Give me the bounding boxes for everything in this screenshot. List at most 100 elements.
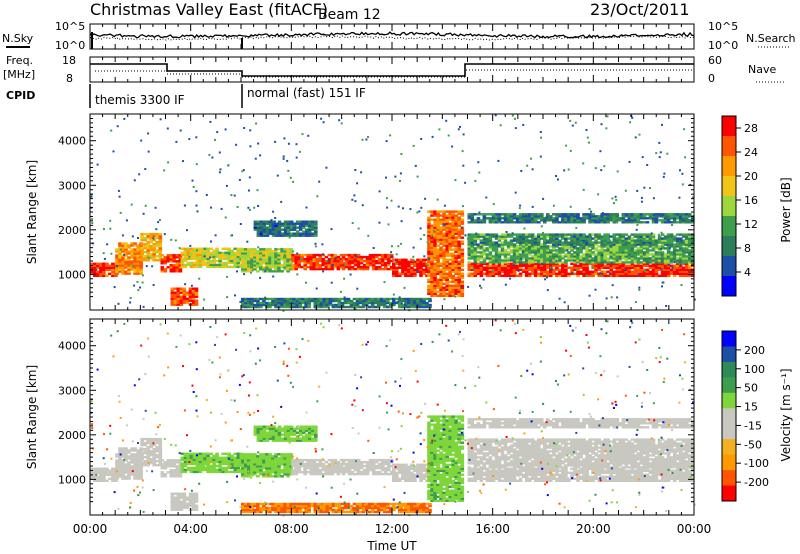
power-cell [445,272,449,275]
power-cell [274,301,278,305]
power-cell [603,253,607,256]
power-cell [289,224,294,227]
power-cell [178,258,183,261]
power-cell [185,299,190,302]
power-speck [679,169,681,172]
power-cell [576,215,580,218]
power-cell [621,235,626,238]
power-cell [594,253,598,256]
power-cell [247,258,251,261]
power-speck [131,265,134,268]
power-cell [512,268,517,271]
y-tick-label: 4000 [58,135,86,148]
power-speck [514,127,517,130]
velocity-cell [136,475,140,478]
power-speck [390,251,393,254]
power-speck [248,176,251,179]
power-cell [681,235,686,238]
power-cell [669,241,674,244]
power-cell [476,243,481,246]
power-cell [140,247,144,250]
power-cell [318,253,323,257]
power-speck [553,237,555,240]
power-cell [442,214,446,217]
power-cell [488,247,493,250]
power-colorbar-tick-label: 8 [744,242,751,255]
power-cell [306,255,310,259]
velocity-cell [233,462,238,466]
power-cell [540,233,544,236]
power-cell [247,268,251,271]
power-cell [339,265,344,269]
power-cell [289,264,293,267]
power-cell [448,244,452,247]
power-cell [479,247,484,250]
power-cell [169,268,174,271]
power-cell [430,292,434,295]
power-cell [271,230,276,233]
power-cell [176,293,181,296]
power-cell [346,299,351,303]
power-cell [506,247,511,250]
power-cell [442,226,446,229]
power-cell [648,217,653,220]
power-cell [280,234,285,237]
power-cell [530,217,535,220]
power-cell [183,255,188,259]
power-cell [353,261,358,265]
power-cell [268,266,272,269]
power-cell [439,254,443,257]
power-cell [491,219,496,222]
power-cell [497,213,502,216]
power-cell [262,234,267,237]
power-cell [170,295,175,298]
velocity-cell [195,468,200,472]
power-cell [436,278,440,281]
power-cell [401,297,405,301]
power-cell [191,289,196,292]
power-cell [425,303,429,307]
power-cell [515,253,520,256]
power-cell [136,264,140,267]
power-cell [588,249,592,252]
power-speck [616,221,619,224]
power-cell [567,255,571,258]
power-cell [334,299,339,303]
velocity-cell [108,477,112,480]
velocity-cell [166,463,171,466]
velocity-cell [172,475,177,478]
power-cell [672,257,677,260]
power-cell [681,221,686,224]
power-cell [253,254,257,257]
power-cell [558,213,562,216]
power-cell [561,255,565,258]
power-cell [286,260,290,263]
power-cell [594,266,598,269]
power-cell [615,264,620,267]
power-cell [136,256,140,259]
power-cell [283,250,287,253]
power-cell [591,253,595,256]
power-speck [159,118,162,121]
power-cell [127,266,131,269]
power-cell [451,220,455,223]
velocity-cell [189,470,194,474]
power-cell [395,297,399,301]
power-cell [333,253,338,257]
power-cell [140,243,144,246]
velocity-cell [241,459,245,462]
power-cell [186,247,191,250]
power-speck [349,273,352,276]
power-speck [428,257,430,260]
power-cell [445,210,449,213]
power-cell [188,291,193,294]
power-cell [618,235,623,238]
power-cell [479,213,484,216]
power-cell [179,287,184,290]
power-speck [141,274,144,277]
velocity-cell [166,465,171,468]
power-cell [543,249,547,252]
power-cell [564,255,568,258]
power-cell [298,220,303,223]
power-cell [666,261,671,264]
